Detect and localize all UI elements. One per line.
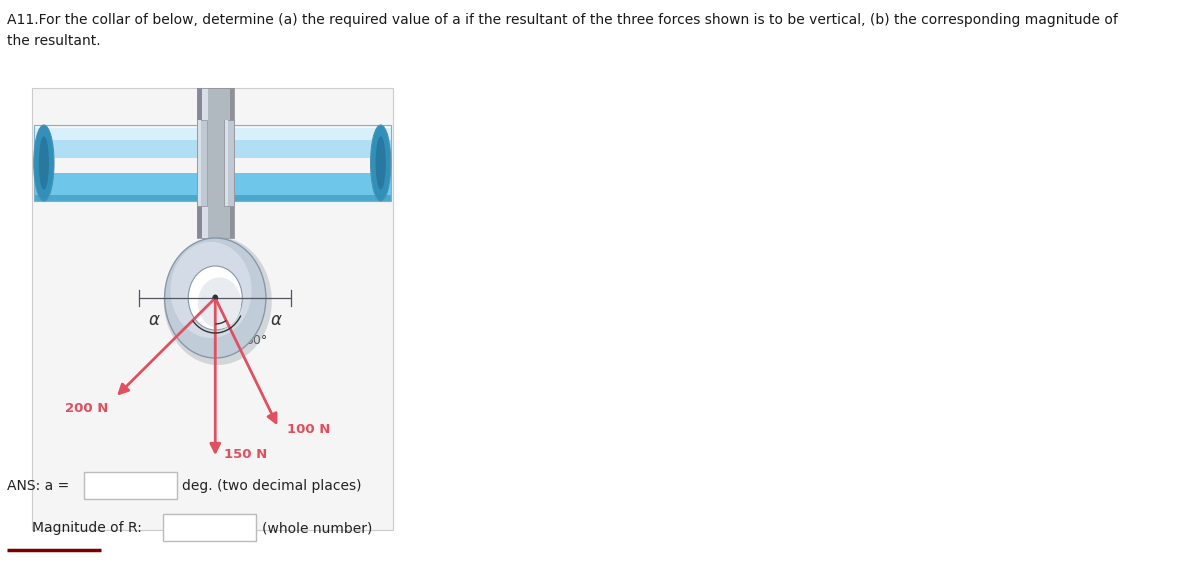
Bar (197, 88, 234, 238)
Text: ANS: a =: ANS: a = (7, 479, 70, 493)
Ellipse shape (163, 237, 272, 365)
Ellipse shape (38, 136, 49, 190)
Ellipse shape (34, 125, 54, 201)
Text: A11.For the collar of below, determine (a) the required value of a if the result: A11.For the collar of below, determine (… (7, 13, 1117, 48)
Text: deg. (two decimal places): deg. (two decimal places) (182, 479, 362, 493)
Bar (197, 120, 206, 206)
Text: α: α (270, 311, 282, 329)
Ellipse shape (170, 242, 252, 338)
Ellipse shape (198, 277, 241, 329)
Ellipse shape (371, 125, 391, 201)
FancyBboxPatch shape (84, 472, 178, 499)
Bar (223, 120, 234, 206)
Bar (198, 120, 200, 206)
Text: (whole number): (whole number) (262, 521, 372, 535)
Bar (34, 140, 391, 158)
Text: 30°: 30° (245, 333, 268, 346)
FancyBboxPatch shape (163, 514, 256, 541)
Text: 100 N: 100 N (287, 423, 330, 436)
Text: 150 N: 150 N (223, 448, 266, 461)
Bar (226, 120, 228, 206)
Text: α: α (149, 311, 160, 329)
Bar (229, 88, 234, 238)
Bar (34, 125, 391, 201)
Bar (32, 88, 392, 530)
Ellipse shape (376, 136, 385, 190)
Text: 200 N: 200 N (65, 402, 108, 415)
Text: Magnitude of R:: Magnitude of R: (32, 521, 142, 535)
Bar (202, 88, 209, 238)
Bar (197, 88, 202, 238)
Ellipse shape (164, 238, 266, 358)
Bar (34, 128, 391, 140)
Bar (197, 88, 234, 238)
Bar (34, 173, 391, 195)
Ellipse shape (188, 266, 242, 330)
Bar (34, 195, 391, 201)
Circle shape (212, 294, 218, 302)
